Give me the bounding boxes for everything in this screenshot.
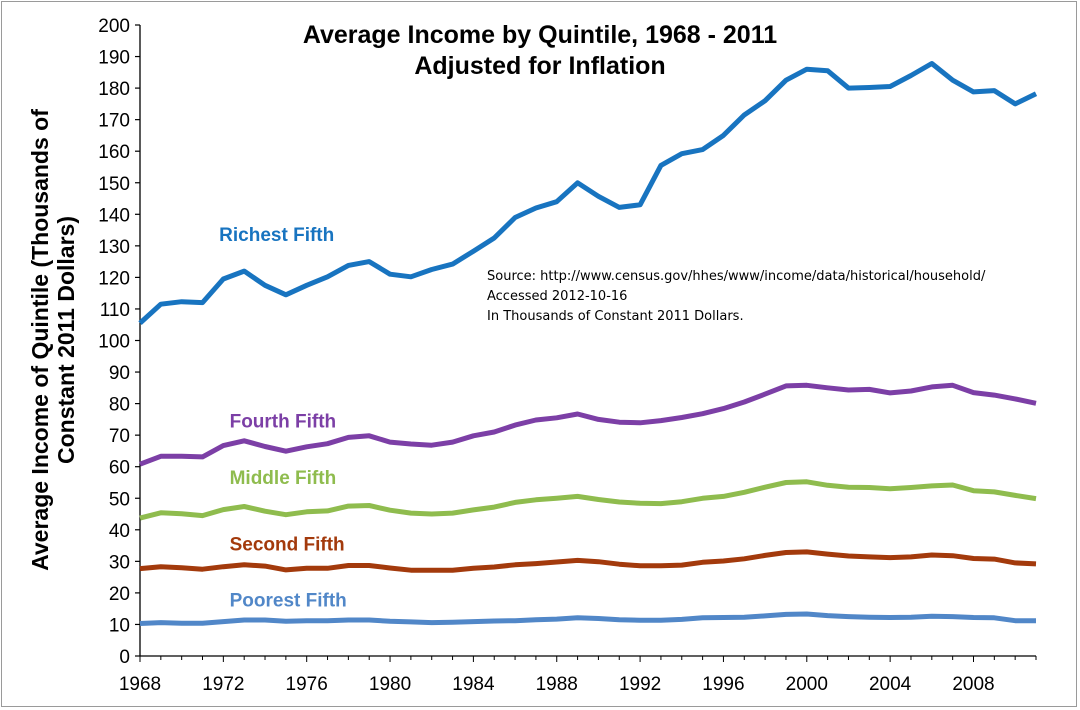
series-label-middle-fifth: Middle Fifth <box>230 468 337 489</box>
y-tick-label: 90 <box>109 363 130 384</box>
x-tick-label: 1968 <box>119 674 161 695</box>
y-tick-label: 40 <box>109 521 130 542</box>
x-tick-label: 1996 <box>702 674 744 695</box>
series-lines <box>138 61 1038 626</box>
y-tick-label: 130 <box>98 237 130 258</box>
x-tick-label: 1972 <box>202 674 244 695</box>
x-tick-label: 1980 <box>369 674 411 695</box>
y-axis-label-line2: Constant 2011 Dollars) <box>53 216 79 464</box>
y-axis-label-line1: Average Income of Quintile (Thousands of <box>27 109 53 571</box>
y-tick-label: 10 <box>109 615 130 636</box>
y-tick-label: 60 <box>109 458 130 479</box>
y-tick-label: 110 <box>100 300 130 321</box>
x-tick-label: 1988 <box>536 674 578 695</box>
y-tick-label: 70 <box>109 426 130 447</box>
series-labels: Richest Fifth Fourth Fifth Middle Fifth Sec… <box>219 225 347 611</box>
y-tick-label: 140 <box>98 205 130 226</box>
x-tick-label: 1976 <box>286 674 328 695</box>
y-tick-label: 20 <box>109 584 130 605</box>
x-tick-label: 1992 <box>619 674 661 695</box>
y-tick-label: 200 <box>98 16 130 37</box>
y-tick-label: 50 <box>109 489 130 510</box>
source-line-url: Source: http://www.census.gov/hhes/www/i… <box>487 269 986 284</box>
y-tick-label: 0 <box>119 647 130 668</box>
series-line-fourth-fifth <box>139 382 1037 467</box>
y-tick-label: 160 <box>98 142 130 163</box>
x-tick-label: 1984 <box>452 674 495 695</box>
chart-title-line: Average Income by Quintile, 1968 - 2011 <box>303 21 777 49</box>
source-line-accessed: Accessed 2012-10-16 <box>487 289 627 304</box>
series-line-poorest-fifth <box>139 611 1036 626</box>
source-note: Source: http://www.census.gov/hhes/www/i… <box>487 269 986 324</box>
y-tick-label: 170 <box>98 111 130 132</box>
x-tick-label: 2004 <box>869 674 912 695</box>
y-tick-label: 80 <box>109 395 130 416</box>
chart-title: Average Income by Quintile, 1968 - 2011 … <box>303 21 777 80</box>
y-tick-label: 120 <box>98 268 130 289</box>
y-axis-label: Average Income of Quintile (Thousands of… <box>27 109 79 571</box>
x-tick-label: 2008 <box>952 674 994 695</box>
series-label-fourth-fifth: Fourth Fifth <box>230 411 337 432</box>
series-line-second-fifth <box>139 549 1037 573</box>
chart-subtitle: Adjusted for Inflation <box>414 52 665 80</box>
y-tick-label: 180 <box>98 79 130 100</box>
series-line-middle-fifth <box>139 479 1037 521</box>
axes: 0 10 20 30 40 50 60 70 80 90 100 110 120 130 140 150 160… <box>98 16 1037 695</box>
y-tick-label: 190 <box>98 48 130 69</box>
source-line-units: In Thousands of Constant 2011 Dollars. <box>487 309 744 324</box>
x-tick-label: 2000 <box>786 674 828 695</box>
series-line-richest-fifth <box>138 61 1038 325</box>
series-label-richest-fifth: Richest Fifth <box>219 225 334 246</box>
y-tick-label: 30 <box>109 552 130 573</box>
series-label-poorest-fifth: Poorest Fifth <box>230 590 347 611</box>
y-tick-label: 150 <box>98 174 130 195</box>
series-label-second-fifth: Second Fifth <box>230 534 345 555</box>
y-tick-label: 100 <box>98 332 130 353</box>
